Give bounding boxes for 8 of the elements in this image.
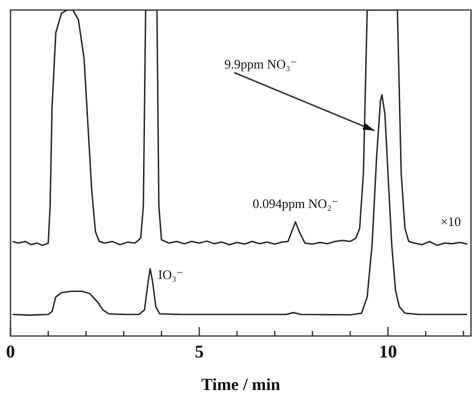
annotation: 0.094ppm NO₂⁻	[252, 196, 338, 211]
annotation: IO₃⁻	[158, 266, 184, 282]
annotation: ×10	[440, 214, 461, 230]
x-axis-title: Time / min	[201, 375, 281, 394]
annotation: 9.9ppm NO₃⁻	[224, 56, 298, 72]
x-tick-label: 10	[378, 341, 397, 362]
x-tick-label: 5	[194, 341, 204, 362]
x-tick-label: 0	[6, 341, 15, 362]
